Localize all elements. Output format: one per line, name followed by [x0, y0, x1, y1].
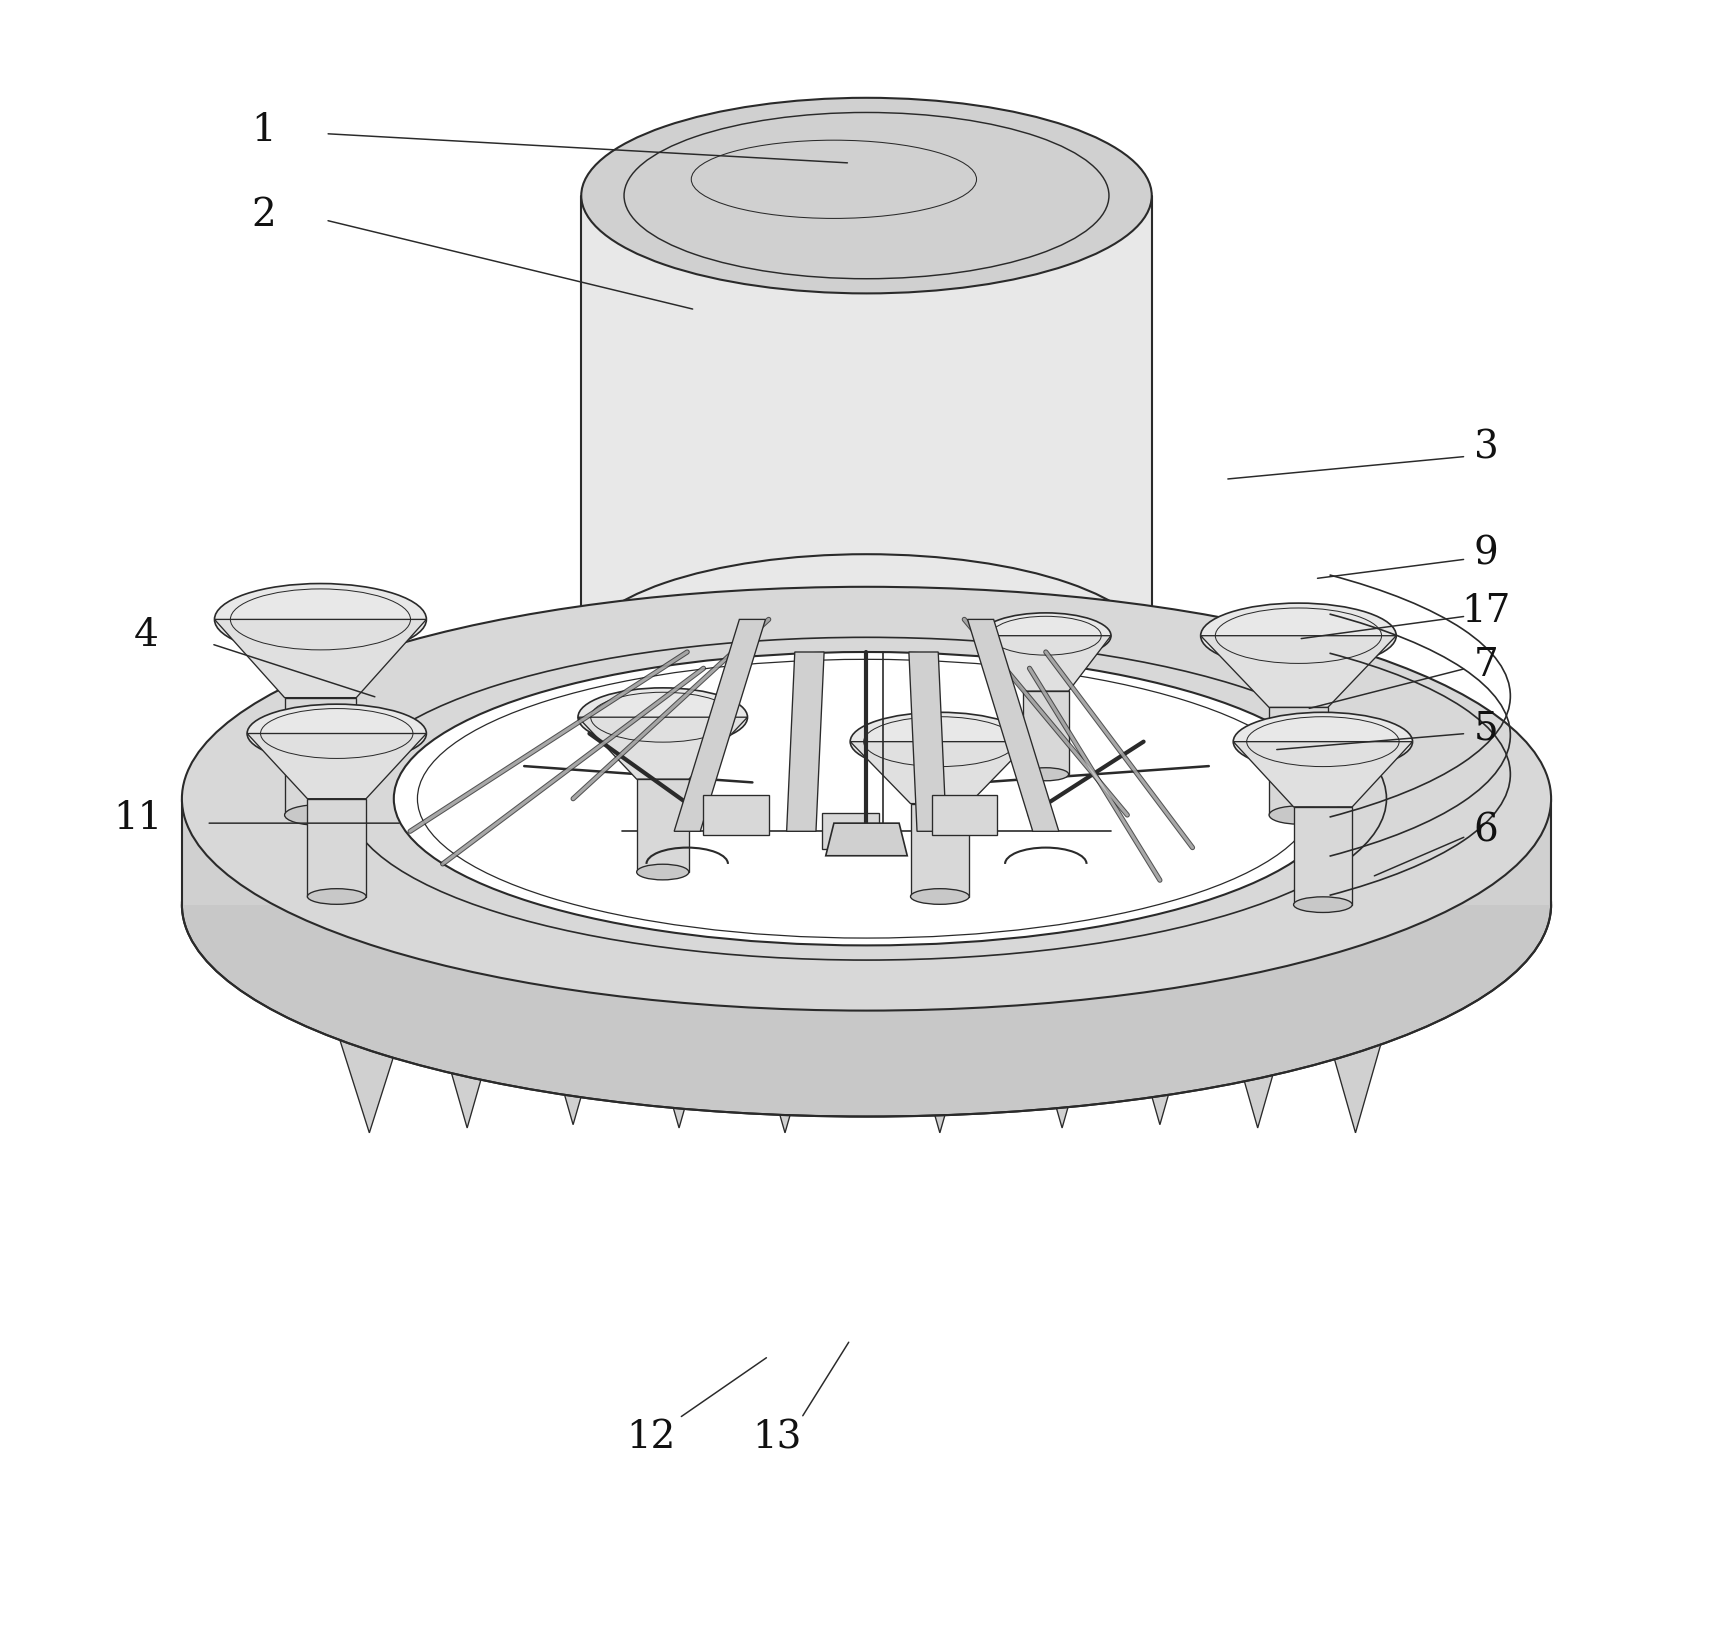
Ellipse shape	[336, 893, 402, 916]
Polygon shape	[1292, 807, 1351, 905]
Ellipse shape	[1200, 603, 1396, 668]
Ellipse shape	[1268, 805, 1327, 825]
Text: 4: 4	[133, 618, 158, 654]
Polygon shape	[850, 742, 1029, 804]
Polygon shape	[1032, 900, 1091, 1025]
Polygon shape	[909, 804, 968, 897]
Polygon shape	[1129, 897, 1188, 1022]
Ellipse shape	[1022, 768, 1069, 781]
Polygon shape	[1200, 636, 1396, 707]
Ellipse shape	[909, 888, 968, 905]
Ellipse shape	[1325, 895, 1384, 914]
Ellipse shape	[393, 652, 1339, 945]
Polygon shape	[1032, 1025, 1091, 1128]
Polygon shape	[755, 905, 814, 1030]
Text: 9: 9	[1472, 536, 1498, 572]
Ellipse shape	[284, 805, 357, 825]
Text: 12: 12	[627, 1420, 675, 1456]
Ellipse shape	[182, 693, 1550, 1117]
Polygon shape	[1325, 905, 1384, 1030]
Polygon shape	[248, 734, 426, 799]
Polygon shape	[909, 905, 968, 1030]
Polygon shape	[438, 900, 495, 1025]
Polygon shape	[636, 779, 688, 872]
Text: 5: 5	[1472, 711, 1498, 747]
Polygon shape	[336, 1030, 402, 1133]
Text: 17: 17	[1460, 593, 1510, 629]
Ellipse shape	[438, 890, 495, 910]
Polygon shape	[755, 1030, 814, 1133]
Polygon shape	[438, 1025, 495, 1128]
Polygon shape	[578, 717, 746, 779]
Text: 13: 13	[752, 1420, 802, 1456]
Ellipse shape	[1292, 897, 1351, 913]
Polygon shape	[650, 900, 708, 1025]
Ellipse shape	[215, 584, 426, 655]
Polygon shape	[650, 1025, 708, 1128]
Text: 6: 6	[1472, 813, 1498, 849]
Ellipse shape	[1129, 887, 1188, 906]
Polygon shape	[703, 795, 769, 836]
Ellipse shape	[1228, 890, 1287, 910]
Polygon shape	[932, 795, 996, 836]
Text: 11: 11	[113, 800, 163, 836]
Polygon shape	[580, 196, 1152, 652]
Polygon shape	[786, 652, 824, 831]
Text: 2: 2	[251, 197, 275, 233]
Ellipse shape	[636, 864, 688, 880]
Polygon shape	[1233, 742, 1412, 807]
Ellipse shape	[580, 98, 1152, 293]
Polygon shape	[544, 1022, 603, 1125]
Text: 3: 3	[1472, 430, 1498, 466]
Polygon shape	[966, 619, 1058, 831]
Polygon shape	[821, 813, 878, 849]
Ellipse shape	[1233, 712, 1412, 771]
Polygon shape	[182, 799, 1550, 905]
Ellipse shape	[980, 613, 1110, 659]
Polygon shape	[1022, 691, 1069, 774]
Ellipse shape	[182, 587, 1550, 1011]
Ellipse shape	[578, 688, 746, 747]
Ellipse shape	[580, 554, 1152, 750]
Polygon shape	[909, 1030, 968, 1133]
Ellipse shape	[248, 704, 426, 763]
Text: 1: 1	[251, 112, 275, 148]
Ellipse shape	[755, 895, 814, 914]
Polygon shape	[1268, 707, 1327, 815]
Ellipse shape	[850, 712, 1029, 771]
Polygon shape	[1325, 1030, 1384, 1133]
Ellipse shape	[650, 890, 708, 910]
Polygon shape	[307, 799, 365, 896]
Polygon shape	[336, 905, 402, 1030]
Polygon shape	[674, 619, 766, 831]
Polygon shape	[544, 897, 603, 1022]
Polygon shape	[1129, 1022, 1188, 1125]
Polygon shape	[980, 636, 1110, 691]
Ellipse shape	[544, 887, 603, 906]
Ellipse shape	[909, 895, 968, 914]
Polygon shape	[1228, 900, 1287, 1025]
Polygon shape	[824, 823, 908, 856]
Polygon shape	[908, 652, 946, 831]
Ellipse shape	[307, 888, 365, 905]
Polygon shape	[215, 619, 426, 698]
Ellipse shape	[1032, 890, 1091, 910]
Text: 7: 7	[1472, 647, 1498, 683]
Polygon shape	[1228, 1025, 1287, 1128]
Polygon shape	[284, 698, 357, 815]
